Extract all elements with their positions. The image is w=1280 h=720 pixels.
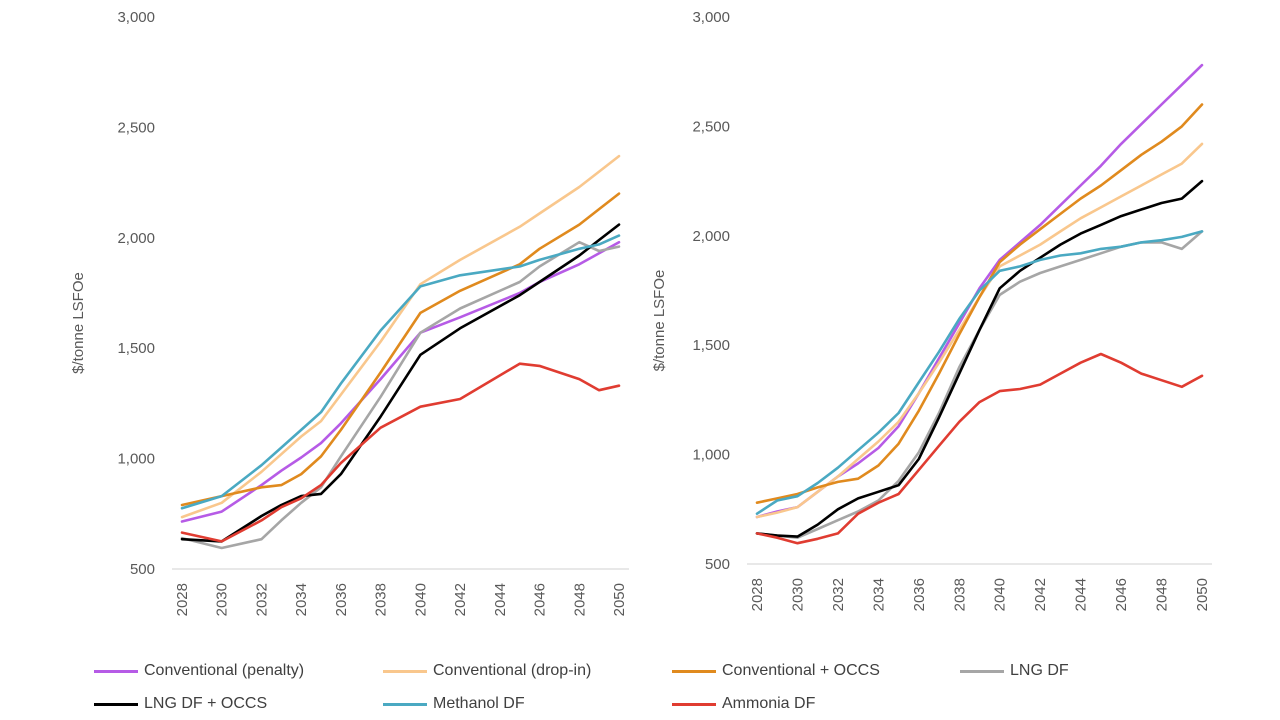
series-line-ammonia-df (180, 362, 621, 543)
series-line-conventional-occs (755, 103, 1204, 505)
y-tick-label: 2,000 (692, 228, 730, 245)
x-tick-label: 2032 (830, 578, 847, 611)
series-line-conventional-drop-in (180, 154, 621, 519)
x-tick-label: 2044 (1073, 578, 1090, 611)
x-tick-label: 2028 (174, 583, 191, 616)
y-tick-label: 1,000 (692, 447, 730, 464)
y-tick-label: 1,500 (117, 340, 155, 357)
x-tick-label: 2038 (373, 583, 390, 616)
legend-swatch (960, 669, 1004, 673)
legend-item: Conventional (penalty) (94, 660, 304, 682)
x-tick-label: 2044 (492, 583, 509, 616)
x-tick-label: 2034 (293, 583, 310, 616)
y-axis-label: $/tonne LSFOe (70, 272, 87, 374)
series-line-lng-df (755, 230, 1204, 540)
x-tick-label: 2038 (951, 578, 968, 611)
x-tick-label: 2030 (789, 578, 806, 611)
y-tick-label: 500 (130, 561, 155, 578)
series-line-conventional-penalty (180, 240, 621, 523)
legend-label: Conventional (penalty) (144, 662, 305, 679)
y-tick-label: 3,000 (692, 9, 730, 26)
legend-item: Conventional + OCCS (672, 660, 880, 682)
y-axis-label: $/tonne LSFOe (651, 270, 668, 372)
x-tick-label: 2036 (911, 578, 928, 611)
x-tick-label: 2050 (1194, 578, 1211, 611)
x-tick-label: 2040 (412, 583, 429, 616)
legend-label: Methanol DF (433, 695, 525, 712)
chart-left: 500 1,000 1,500 2,000 2,500 3,000 2028 2030 2032… (70, 9, 629, 616)
y-tick-label: 3,000 (117, 9, 155, 26)
legend-swatch (94, 669, 138, 673)
x-tick-label: 2050 (611, 583, 628, 616)
y-tick-label: 1,000 (117, 451, 155, 468)
legend-swatch (383, 669, 427, 673)
x-tick-label: 2036 (333, 583, 350, 616)
y-tick-label: 500 (705, 556, 730, 573)
x-tick-label: 2030 (214, 583, 231, 616)
x-tick-label: 2048 (571, 583, 588, 616)
x-tick-label: 2042 (452, 583, 469, 616)
legend-item: LNG DF (960, 660, 1069, 682)
legend-label: LNG DF + OCCS (144, 695, 268, 712)
legend-item: LNG DF + OCCS (94, 693, 267, 715)
x-tick-label: 2048 (1154, 578, 1171, 611)
legend-item: Methanol DF (383, 693, 525, 715)
legend-label: LNG DF (1010, 662, 1069, 679)
y-tick-label: 2,500 (117, 119, 155, 136)
legend-swatch (672, 702, 716, 706)
legend-label: Conventional + OCCS (722, 662, 880, 679)
y-tick-label: 1,500 (692, 337, 730, 354)
series-line-lng-df-occs (180, 223, 621, 543)
series-line-lng-df-occs (755, 179, 1204, 538)
y-tick-label: 2,500 (692, 118, 730, 135)
series-line-methanol-df (180, 234, 621, 510)
x-tick-label: 2032 (253, 583, 270, 616)
series-line-methanol-df (755, 230, 1204, 516)
x-tick-label: 2040 (992, 578, 1009, 611)
legend-swatch (383, 702, 427, 706)
series-line-lng-df (180, 240, 621, 550)
legend-label: Conventional (drop-in) (433, 662, 592, 679)
legend-swatch (94, 702, 138, 706)
x-tick-label: 2034 (870, 578, 887, 611)
y-tick-label: 2,000 (117, 230, 155, 247)
x-tick-label: 2046 (532, 583, 549, 616)
x-tick-label: 2046 (1113, 578, 1130, 611)
legend-item: Ammonia DF (672, 693, 815, 715)
legend-swatch (672, 669, 716, 673)
legend-item: Conventional (drop-in) (383, 660, 591, 682)
legend-label: Ammonia DF (722, 695, 816, 712)
legend: Conventional (penalty) Conventional (drop… (94, 660, 1214, 718)
series-line-conventional-occs (180, 192, 621, 507)
x-tick-label: 2028 (749, 578, 766, 611)
series-line-ammonia-df (755, 352, 1204, 545)
chart-right: 500 1,000 1,500 2,000 2,500 3,000 2028 2030 2032… (651, 9, 1212, 611)
x-tick-label: 2042 (1032, 578, 1049, 611)
charts-canvas: 500 1,000 1,500 2,000 2,500 3,000 2028 2030 2032… (70, 9, 1212, 616)
